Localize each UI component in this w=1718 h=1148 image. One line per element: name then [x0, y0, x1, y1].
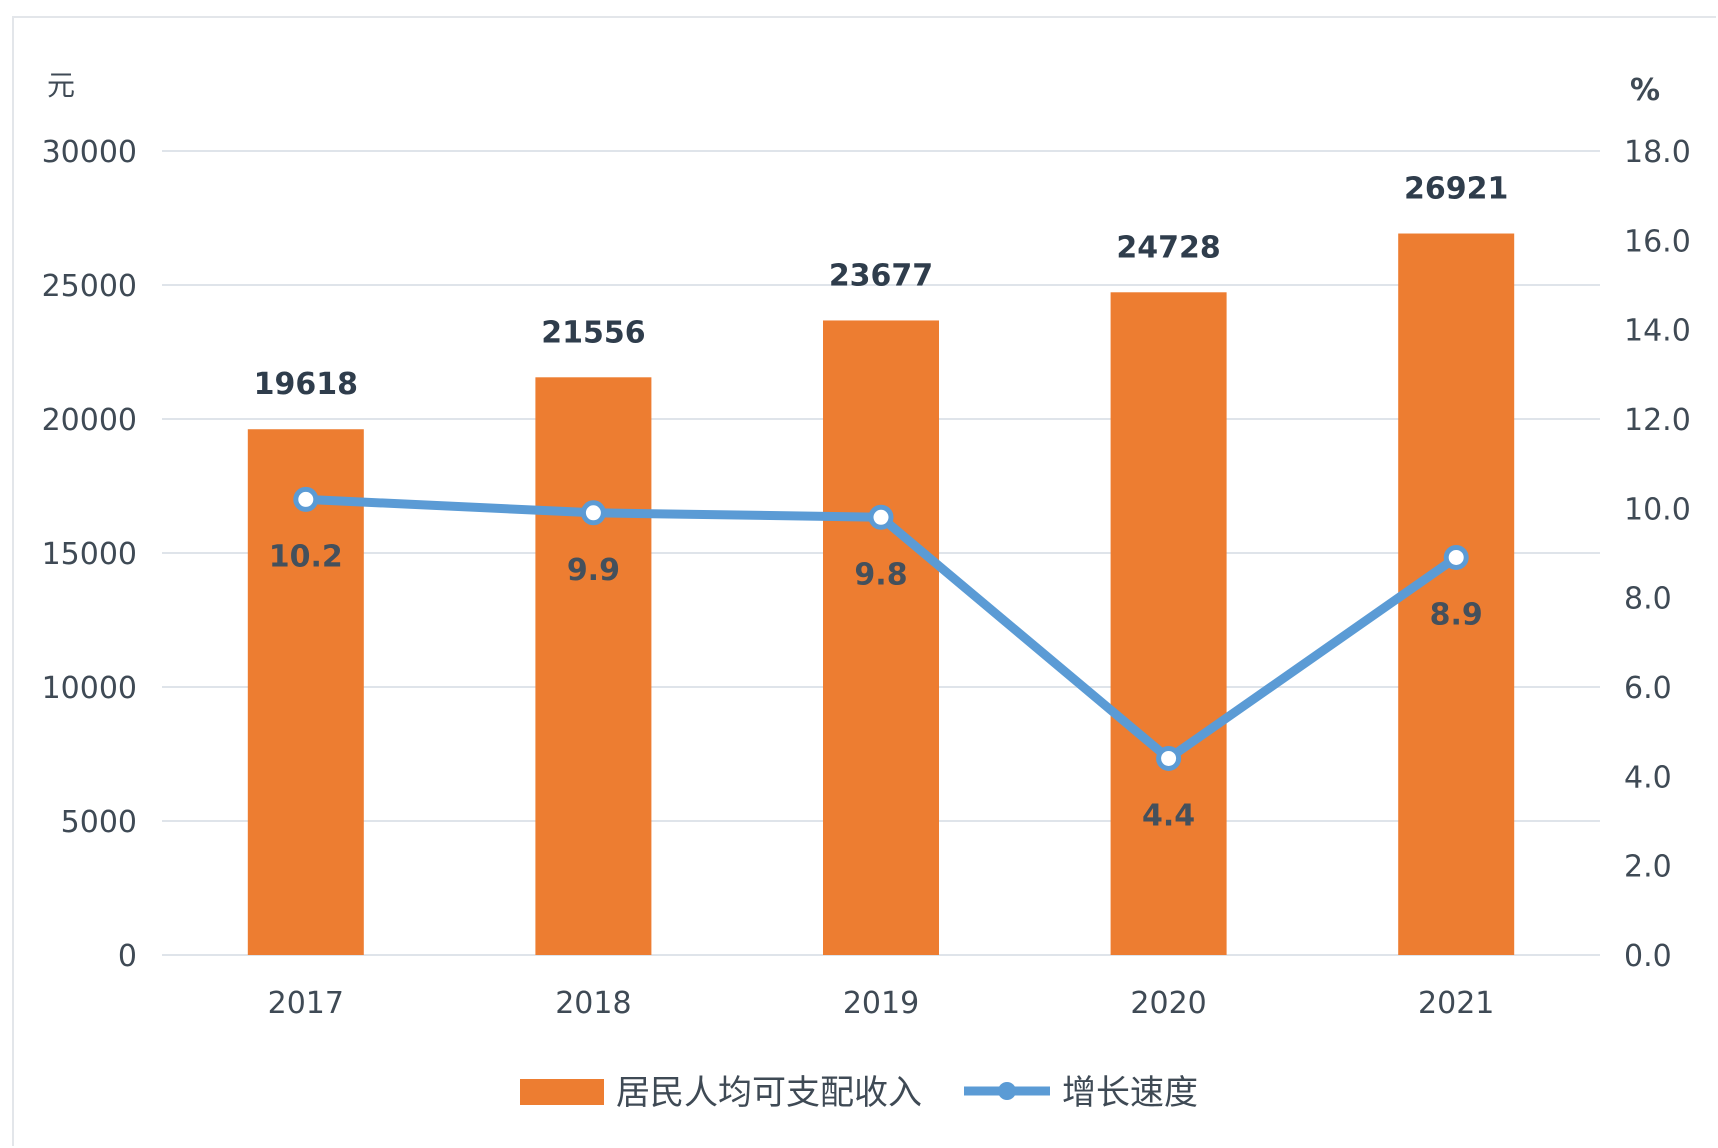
- left-tick-label: 5000: [61, 805, 137, 840]
- line-marker: [868, 504, 894, 530]
- x-tick-label: 2021: [1418, 986, 1494, 1021]
- legend-bar-label: 居民人均可支配收入: [616, 1073, 922, 1113]
- left-tick-label: 20000: [42, 403, 137, 438]
- right-tick-label: 8.0: [1624, 582, 1672, 617]
- right-axis-unit: %: [1630, 73, 1660, 108]
- right-tick-label: 0.0: [1624, 939, 1672, 974]
- x-tick-label: 2020: [1130, 986, 1206, 1021]
- x-tick-label: 2019: [843, 986, 919, 1021]
- line-value-label: 10.2: [269, 539, 343, 574]
- x-tick-label: 2018: [555, 986, 631, 1021]
- bar-value-label: 21556: [541, 315, 645, 350]
- left-tick-label: 15000: [42, 537, 137, 572]
- left-axis: 元 0 5000 10000 15000 20000 25000 30000: [42, 69, 137, 974]
- line-value-label: 9.9: [567, 553, 620, 588]
- bar: [535, 377, 652, 955]
- bar-value-label: 26921: [1404, 172, 1508, 207]
- line-value-label: 4.4: [1142, 798, 1195, 833]
- bar-series: 19618 21556 23677 24728 26921: [247, 172, 1515, 955]
- right-tick-label: 12.0: [1624, 403, 1691, 438]
- line-series: 10.2 9.9 9.8 4.4 8.9: [269, 486, 1483, 833]
- left-tick-label: 30000: [42, 135, 137, 170]
- legend-bar-swatch: [520, 1079, 604, 1105]
- x-axis: 2017 2018 2019 2020 2021: [268, 986, 1495, 1021]
- bar: [247, 429, 364, 955]
- right-tick-label: 14.0: [1624, 314, 1691, 349]
- bar-value-label: 24728: [1116, 230, 1220, 265]
- right-axis: % 0.0 2.0 4.0 6.0 8.0 10.0 12.0 14.0 16.0 18.0: [1624, 73, 1691, 974]
- legend: 居民人均可支配收入 增长速度: [520, 1073, 1198, 1113]
- line-value-label: 9.8: [854, 557, 907, 592]
- line-value-label: 8.9: [1430, 597, 1483, 632]
- bar: [823, 320, 939, 955]
- legend-line-marker: [998, 1082, 1016, 1100]
- left-tick-label: 25000: [42, 269, 137, 304]
- right-tick-label: 6.0: [1624, 671, 1672, 706]
- bar: [1398, 233, 1515, 955]
- left-tick-label: 10000: [42, 671, 137, 706]
- legend-line-label: 增长速度: [1062, 1073, 1198, 1113]
- x-tick-label: 2017: [268, 986, 344, 1021]
- right-tick-label: 16.0: [1624, 224, 1691, 259]
- line-marker: [1443, 544, 1469, 570]
- bar-value-label: 19618: [254, 367, 358, 402]
- line-marker: [1156, 745, 1182, 771]
- chart-frame: [12, 16, 1716, 1146]
- left-axis-unit: 元: [47, 69, 75, 102]
- right-tick-label: 10.0: [1624, 492, 1691, 527]
- bar: [1110, 292, 1227, 955]
- line-marker: [293, 486, 319, 512]
- line-marker: [580, 500, 606, 526]
- bar-value-label: 23677: [829, 258, 933, 293]
- right-tick-label: 2.0: [1624, 850, 1672, 885]
- right-tick-label: 18.0: [1624, 135, 1691, 170]
- right-tick-label: 4.0: [1624, 760, 1672, 795]
- left-tick-label: 0: [118, 939, 137, 974]
